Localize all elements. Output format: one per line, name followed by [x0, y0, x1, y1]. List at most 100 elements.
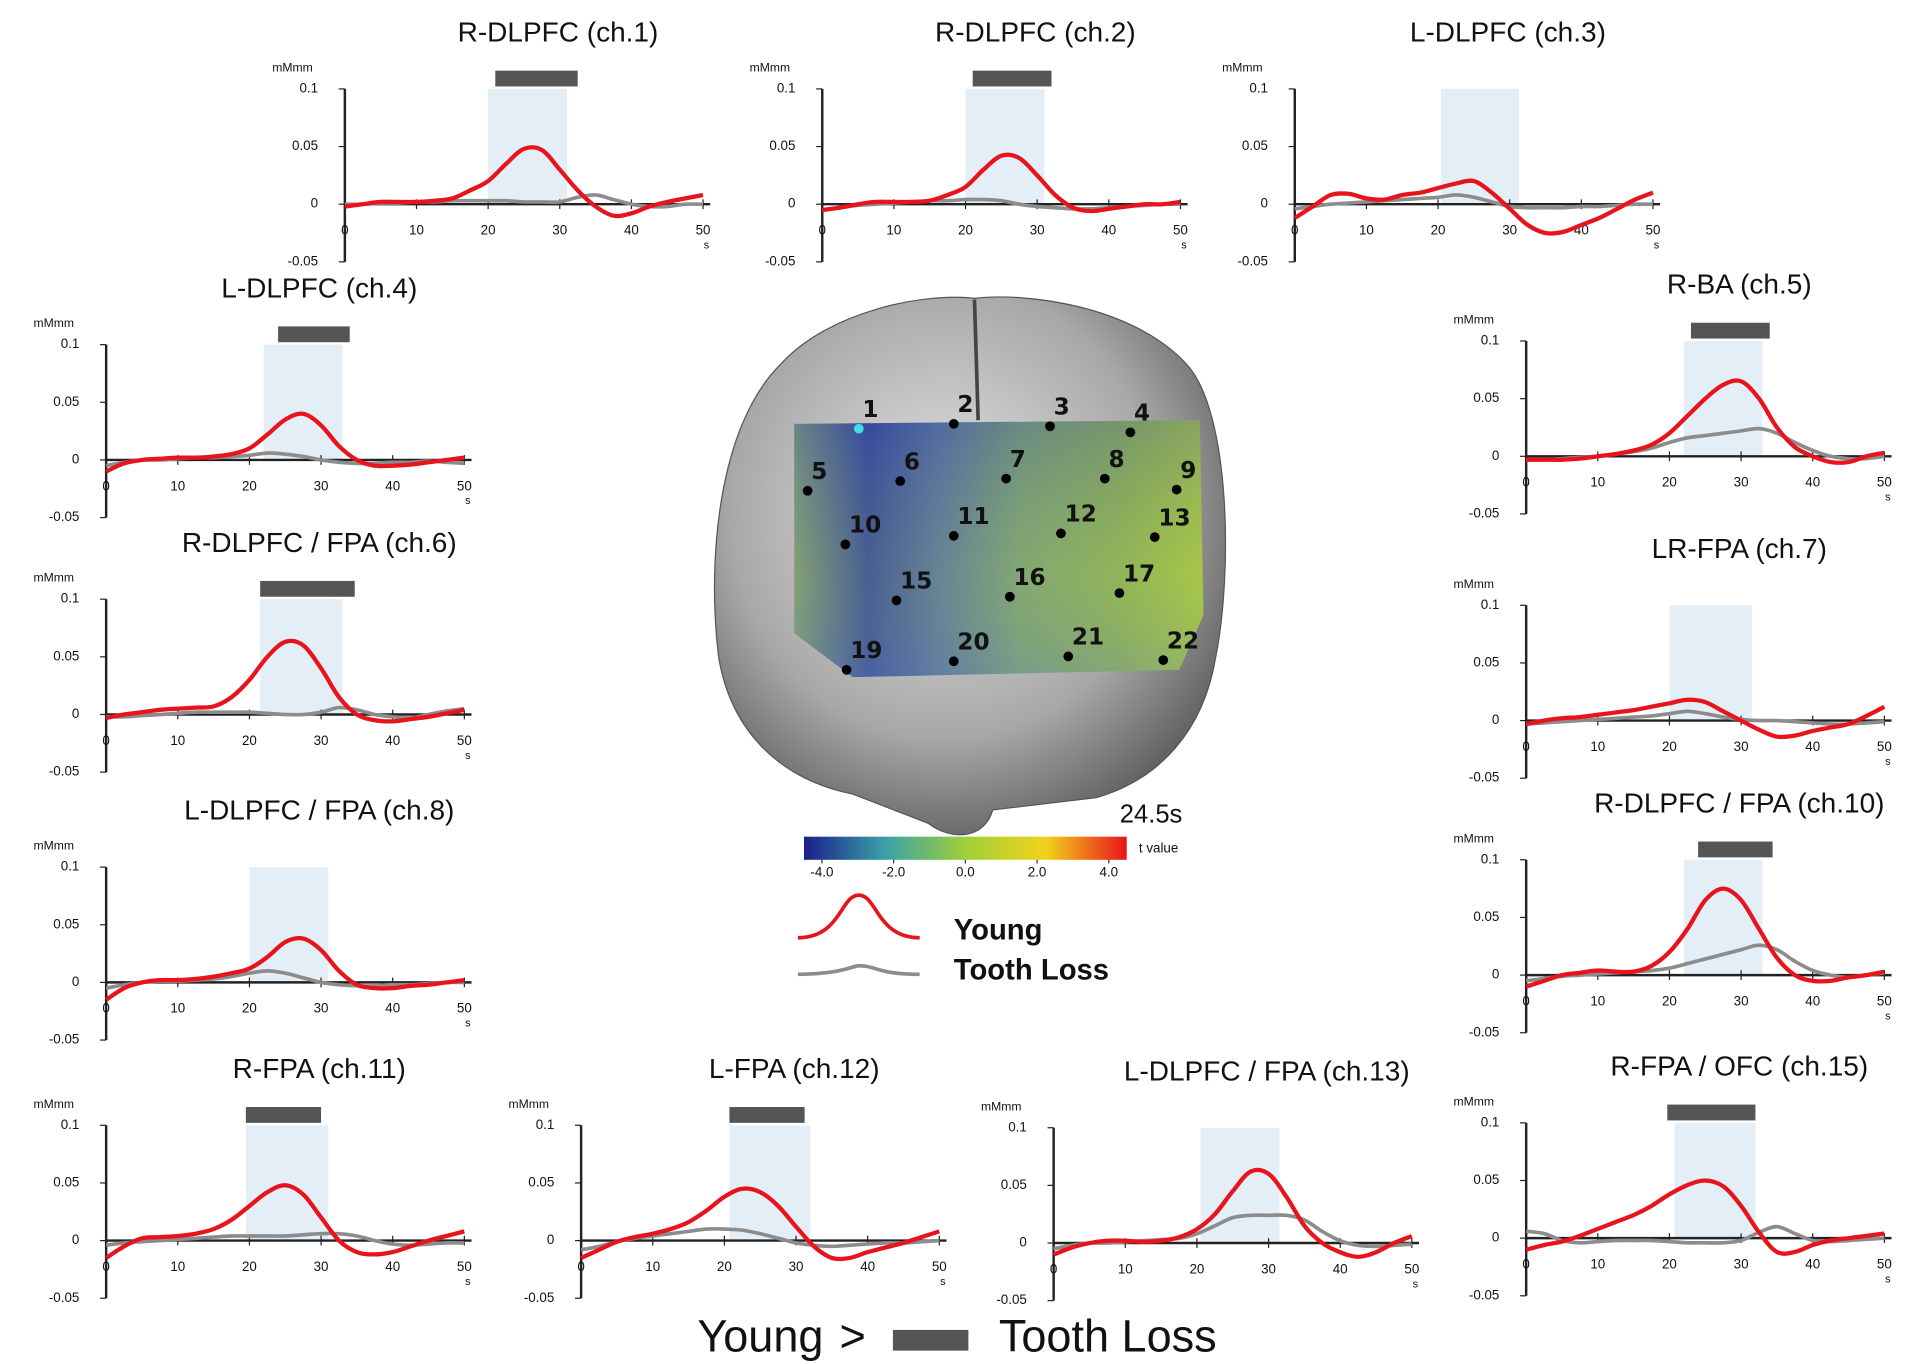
chart: R-DLPFC (ch.1)mMmm-0.0500.050.1010203040…: [272, 17, 710, 269]
channel-dot: [1150, 532, 1160, 542]
x-tick-label: 40: [1805, 1256, 1820, 1271]
x-tick-label: 10: [1118, 1261, 1133, 1276]
channel-dot: [803, 486, 813, 496]
x-axis-label: s: [1654, 239, 1660, 251]
y-tick-label: 0.1: [1008, 1119, 1027, 1134]
significance-bar: [246, 1107, 321, 1123]
x-axis-label: s: [1885, 1273, 1891, 1285]
task-period: [246, 1125, 328, 1240]
channel-dot: [854, 424, 864, 434]
chart: LR-FPA (ch.7)mMmm-0.0500.050.10102030405…: [1454, 533, 1892, 785]
x-tick-label: 0: [1522, 475, 1529, 490]
x-tick-label: 30: [1734, 1256, 1749, 1271]
x-tick-label: 50: [696, 223, 711, 238]
channel-dot: [1158, 655, 1168, 665]
y-axis-label: mMmm: [1222, 60, 1263, 74]
significance-bar: [1691, 323, 1770, 339]
colorbar-tick-label: 2.0: [1028, 865, 1047, 880]
x-tick-label: 30: [1030, 223, 1045, 238]
chart: R-DLPFC / FPA (ch.10)mMmm-0.0500.050.101…: [1454, 787, 1892, 1039]
channel-dot: [895, 476, 905, 486]
channel-label: 4: [1134, 401, 1150, 427]
significance-bar: [278, 326, 350, 342]
x-tick-label: 30: [314, 478, 329, 493]
channel-label: 2: [957, 392, 973, 418]
colorbar-label: t value: [1139, 840, 1178, 855]
x-tick-label: 30: [1502, 223, 1517, 238]
y-tick-label: 0: [1492, 1230, 1499, 1245]
x-tick-label: 40: [1101, 223, 1116, 238]
x-tick-label: 40: [1805, 993, 1820, 1008]
y-tick-label: 0.1: [536, 1117, 555, 1132]
x-tick-label: 50: [457, 478, 472, 493]
chart-title: R-DLPFC (ch.1): [458, 17, 659, 48]
significance-bar: [1667, 1105, 1755, 1121]
y-tick-label: 0.1: [61, 336, 80, 351]
channel-dot: [1115, 588, 1125, 598]
x-tick-label: 20: [481, 223, 496, 238]
y-tick-label: -0.05: [49, 509, 80, 524]
channel-label: 5: [811, 459, 827, 485]
x-tick-label: 40: [1805, 475, 1820, 490]
channel-label: 21: [1072, 625, 1104, 651]
x-tick-label: 30: [1261, 1261, 1276, 1276]
comparison-bar: [893, 1330, 969, 1351]
y-tick-label: -0.05: [1237, 253, 1268, 268]
x-tick-label: 10: [170, 1259, 185, 1274]
x-tick-label: 0: [1522, 739, 1529, 754]
y-tick-label: 0: [1492, 967, 1499, 982]
x-axis-label: s: [465, 750, 471, 762]
x-axis-label: s: [1885, 1010, 1891, 1022]
x-tick-label: 10: [1590, 475, 1605, 490]
chart: R-DLPFC (ch.2)mMmm-0.0500.050.1010203040…: [750, 17, 1188, 269]
y-tick-label: -0.05: [1469, 1287, 1499, 1302]
y-tick-label: -0.05: [524, 1290, 555, 1305]
y-tick-label: 0: [1492, 712, 1499, 727]
channel-label: 1: [862, 397, 878, 423]
y-tick-label: -0.05: [996, 1292, 1026, 1307]
chart-title: R-FPA (ch.11): [233, 1053, 406, 1084]
y-axis-label: mMmm: [1454, 313, 1495, 327]
x-axis-label: s: [1885, 756, 1891, 768]
x-tick-label: 0: [1522, 993, 1529, 1008]
y-tick-label: 0.05: [1473, 390, 1499, 405]
x-axis-label: s: [465, 495, 471, 507]
y-tick-label: 0.05: [1001, 1177, 1027, 1192]
x-tick-label: 30: [552, 223, 567, 238]
colorbar: [804, 837, 1127, 860]
y-tick-label: 0.05: [53, 648, 79, 663]
x-tick-label: 10: [409, 223, 424, 238]
y-tick-label: 0.1: [1481, 333, 1500, 348]
x-tick-label: 30: [1734, 739, 1749, 754]
significance-bar: [1698, 842, 1773, 858]
y-tick-label: 0.1: [61, 859, 80, 874]
x-tick-label: 30: [1734, 993, 1749, 1008]
x-tick-label: 40: [1333, 1261, 1348, 1276]
x-tick-label: 0: [577, 1259, 584, 1274]
colorbar-tick-label: 0.0: [956, 865, 975, 880]
task-period: [966, 89, 1045, 204]
y-tick-label: 0.05: [528, 1174, 554, 1189]
x-axis-label: s: [704, 239, 710, 251]
y-tick-label: 0.1: [1481, 851, 1500, 866]
significance-bar: [729, 1107, 804, 1123]
y-tick-label: -0.05: [49, 1032, 80, 1047]
task-period: [729, 1125, 810, 1240]
x-tick-label: 40: [624, 223, 639, 238]
x-tick-label: 20: [242, 478, 257, 493]
channel-label: 10: [849, 513, 881, 539]
x-axis-label: s: [465, 1276, 471, 1288]
x-tick-label: 0: [1291, 223, 1298, 238]
legend-young: Young: [954, 914, 1043, 946]
x-tick-label: 20: [242, 1001, 257, 1016]
x-tick-label: 40: [385, 478, 400, 493]
x-tick-label: 40: [385, 1259, 400, 1274]
x-tick-label: 20: [1662, 993, 1677, 1008]
channel-label: 12: [1065, 502, 1097, 528]
x-tick-label: 50: [457, 1259, 472, 1274]
x-tick-label: 10: [170, 478, 185, 493]
channel-dot: [1001, 474, 1011, 484]
